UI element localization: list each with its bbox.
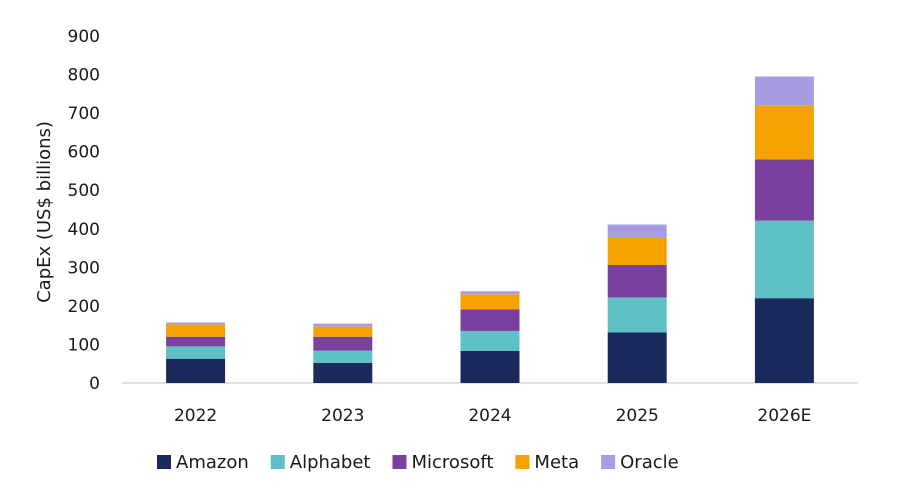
bar-segment-alphabet-2024 <box>460 330 520 351</box>
bar-segment-meta-2024 <box>460 294 520 310</box>
bar-segment-amazon-2022 <box>166 358 226 383</box>
legend-label-meta: Meta <box>534 452 579 473</box>
y-tick-label: 0 <box>89 374 100 394</box>
x-axis-ticks: 2022 2023 2024 2025 2026E <box>174 406 811 426</box>
bar-segment-oracle-2025 <box>607 224 667 239</box>
y-axis-ticks: 0 100 200 300 400 500 600 700 800 900 <box>68 27 100 394</box>
y-tick-label: 100 <box>68 335 100 355</box>
bar-segment-alphabet-2022 <box>166 346 226 359</box>
y-axis-title: CapEx (US$ billions) <box>34 121 55 303</box>
legend-swatch-amazon <box>157 455 171 469</box>
x-tick-label: 2024 <box>468 406 511 426</box>
x-tick-label: 2022 <box>174 406 217 426</box>
x-tick-label: 2026E <box>757 406 811 426</box>
legend-label-microsoft: Microsoft <box>412 452 494 473</box>
bar-segment-meta-2022 <box>166 324 226 337</box>
bar-segment-meta-2026e <box>754 105 814 160</box>
x-tick-label: 2023 <box>321 406 364 426</box>
bar-segment-meta-2025 <box>607 238 667 266</box>
bar-segment-microsoft-2024 <box>460 309 520 331</box>
bar-segment-alphabet-2026e <box>754 220 814 299</box>
bar-segment-amazon-2026e <box>754 298 814 383</box>
bar-segment-microsoft-2023 <box>313 336 373 351</box>
bar-segment-oracle-2023 <box>313 323 373 327</box>
legend: Amazon Alphabet Microsoft Meta Oracle <box>157 452 679 473</box>
bar-segment-alphabet-2025 <box>607 297 667 333</box>
bar-segment-microsoft-2026e <box>754 159 814 221</box>
y-tick-label: 800 <box>68 66 100 86</box>
bar-segment-microsoft-2025 <box>607 265 667 298</box>
bar-segment-amazon-2024 <box>460 350 520 383</box>
y-tick-label: 400 <box>68 220 100 240</box>
bars <box>166 76 814 383</box>
y-tick-label: 500 <box>68 181 100 201</box>
legend-label-amazon: Amazon <box>176 452 249 473</box>
legend-label-alphabet: Alphabet <box>290 452 371 473</box>
y-tick-label: 900 <box>68 27 100 47</box>
bar-segment-amazon-2023 <box>313 362 373 383</box>
bar-segment-microsoft-2022 <box>166 336 226 347</box>
legend-label-oracle: Oracle <box>620 452 679 473</box>
y-tick-label: 200 <box>68 297 100 317</box>
legend-swatch-meta <box>515 455 530 469</box>
bar-segment-oracle-2022 <box>166 322 226 325</box>
legend-swatch-alphabet <box>270 455 285 469</box>
bar-segment-oracle-2024 <box>460 291 520 295</box>
x-tick-label: 2025 <box>616 406 659 426</box>
y-tick-label: 600 <box>68 143 100 163</box>
y-tick-label: 700 <box>68 104 100 124</box>
bar-segment-meta-2023 <box>313 326 373 337</box>
y-tick-label: 300 <box>68 258 100 278</box>
bar-segment-alphabet-2023 <box>313 350 373 363</box>
legend-swatch-oracle <box>601 455 616 469</box>
bar-segment-oracle-2026e <box>754 76 814 106</box>
legend-swatch-microsoft <box>392 455 407 469</box>
bar-segment-amazon-2025 <box>607 332 667 383</box>
